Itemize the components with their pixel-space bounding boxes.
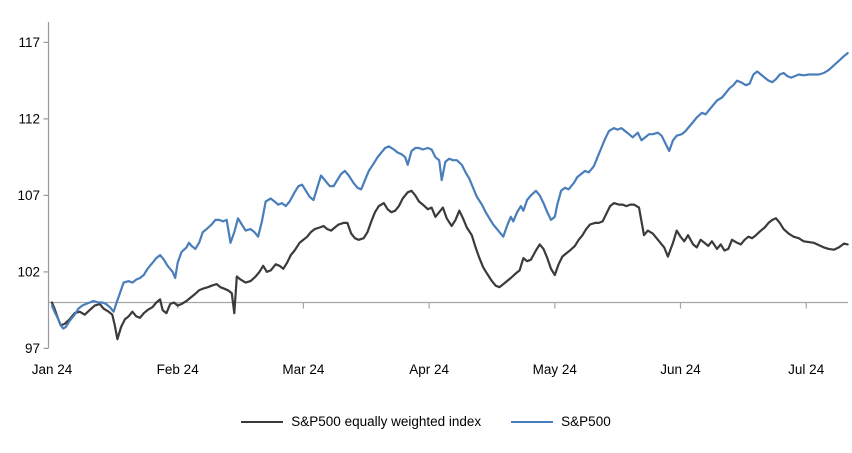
x-tick-label: Mar 24 [282, 362, 325, 377]
y-tick-label: 112 [18, 111, 40, 126]
x-tick-label: Jun 24 [660, 362, 701, 377]
legend-line-swatch-dark [241, 421, 284, 423]
y-tick-label: 117 [18, 35, 40, 50]
legend-item-sp500: S&P500 [511, 415, 611, 429]
series-line-sp500 [50, 52, 849, 330]
x-tick-label: Apr 24 [409, 362, 449, 377]
legend-line-swatch-blue [511, 421, 554, 423]
legend-label-sp500: S&P500 [561, 414, 611, 430]
legend-item-sp500-equal-weight: S&P500 equally weighted index [241, 415, 481, 429]
legend: S&P500 equally weighted index S&P500 [0, 409, 852, 435]
y-tick-label: 97 [25, 341, 40, 356]
x-tick-label: May 24 [533, 362, 578, 377]
x-tick-label: Feb 24 [157, 362, 200, 377]
y-tick-label: 107 [17, 188, 40, 203]
x-tick-label: Jan 24 [32, 362, 73, 377]
x-tick-label: Jul 24 [788, 362, 825, 377]
legend-label-sp500-equal-weight: S&P500 equally weighted index [291, 414, 482, 430]
y-tick-label: 102 [17, 264, 40, 279]
series-line-sp500-equal-weight [50, 189, 849, 341]
